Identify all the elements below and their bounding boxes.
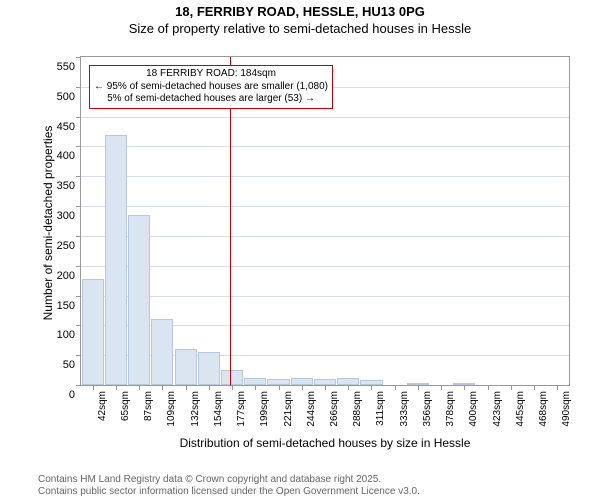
callout-line: 5% of semi-detached houses are larger (5… xyxy=(94,93,328,106)
histogram-chart: Number of semi-detached properties 05010… xyxy=(38,46,578,446)
x-tick-mark xyxy=(511,385,512,390)
x-axis-label: Distribution of semi-detached houses by … xyxy=(80,436,570,450)
x-tick-label: 423sqm xyxy=(492,391,503,427)
x-tick-label: 333sqm xyxy=(399,391,410,427)
bar xyxy=(244,378,266,385)
gridline xyxy=(81,296,569,297)
y-tick-label: 50 xyxy=(45,359,75,371)
gridline xyxy=(81,117,569,118)
y-tick-mark xyxy=(76,325,81,326)
x-tick-mark xyxy=(93,385,94,390)
x-tick-label: 400sqm xyxy=(468,391,479,427)
y-tick-label: 500 xyxy=(45,91,75,103)
y-tick-label: 200 xyxy=(45,270,75,282)
x-tick-label: 266sqm xyxy=(329,391,340,427)
x-tick-label: 87sqm xyxy=(143,391,154,421)
x-tick-label: 468sqm xyxy=(538,391,549,427)
y-tick-label: 150 xyxy=(45,300,75,312)
x-tick-mark xyxy=(279,385,280,390)
gridline xyxy=(81,146,569,147)
x-tick-mark xyxy=(371,385,372,390)
x-tick-mark xyxy=(116,385,117,390)
attribution-line2: Contains public sector information licen… xyxy=(38,486,420,498)
x-tick-label: 490sqm xyxy=(561,391,572,427)
gridline xyxy=(81,206,569,207)
y-tick-mark xyxy=(76,266,81,267)
y-tick-mark xyxy=(76,57,81,58)
x-tick-label: 244sqm xyxy=(306,391,317,427)
y-tick-mark xyxy=(76,236,81,237)
x-tick-mark xyxy=(186,385,187,390)
y-tick-mark xyxy=(76,206,81,207)
gridline xyxy=(81,176,569,177)
y-tick-mark xyxy=(76,385,81,386)
y-tick-label: 450 xyxy=(45,121,75,133)
y-tick-label: 100 xyxy=(45,329,75,341)
attribution-block: Contains HM Land Registry data © Crown c… xyxy=(38,474,420,498)
x-tick-mark xyxy=(232,385,233,390)
y-tick-label: 400 xyxy=(45,150,75,162)
callout-line: 18 FERRIBY ROAD: 184sqm xyxy=(94,68,328,81)
bar xyxy=(128,215,150,385)
x-tick-label: 221sqm xyxy=(283,391,294,427)
callout-line: ← 95% of semi-detached houses are smalle… xyxy=(94,81,328,94)
y-tick-mark xyxy=(76,296,81,297)
x-tick-label: 154sqm xyxy=(213,391,224,427)
x-tick-label: 288sqm xyxy=(352,391,363,427)
y-tick-label: 350 xyxy=(45,180,75,192)
plot-area: 05010015020025030035040045050055042sqm65… xyxy=(80,56,570,386)
x-tick-label: 356sqm xyxy=(422,391,433,427)
x-tick-label: 177sqm xyxy=(236,391,247,427)
x-tick-mark xyxy=(325,385,326,390)
x-tick-mark xyxy=(441,385,442,390)
y-tick-mark xyxy=(76,355,81,356)
x-tick-label: 109sqm xyxy=(166,391,177,427)
page-title-line1: 18, FERRIBY ROAD, HESSLE, HU13 0PG xyxy=(0,4,600,19)
x-tick-label: 311sqm xyxy=(375,391,386,426)
y-tick-mark xyxy=(76,146,81,147)
bar xyxy=(337,378,359,385)
bar xyxy=(82,279,104,385)
bar xyxy=(151,319,173,385)
x-tick-mark xyxy=(255,385,256,390)
x-tick-label: 199sqm xyxy=(259,391,270,427)
x-tick-mark xyxy=(418,385,419,390)
bar xyxy=(291,378,313,385)
x-tick-mark xyxy=(139,385,140,390)
x-tick-mark xyxy=(209,385,210,390)
y-tick-label: 300 xyxy=(45,210,75,222)
x-tick-mark xyxy=(162,385,163,390)
bar xyxy=(175,349,197,385)
x-tick-label: 65sqm xyxy=(120,391,131,421)
bar xyxy=(105,135,127,385)
x-tick-mark xyxy=(464,385,465,390)
bar xyxy=(198,352,220,385)
callout-box: 18 FERRIBY ROAD: 184sqm← 95% of semi-det… xyxy=(89,65,333,109)
x-tick-mark xyxy=(488,385,489,390)
y-tick-label: 550 xyxy=(45,61,75,73)
y-tick-mark xyxy=(76,117,81,118)
x-tick-mark xyxy=(348,385,349,390)
y-tick-label: 0 xyxy=(45,389,75,401)
page-title-line2: Size of property relative to semi-detach… xyxy=(0,21,600,36)
x-tick-label: 42sqm xyxy=(97,391,108,421)
x-tick-label: 445sqm xyxy=(515,391,526,427)
gridline xyxy=(81,236,569,237)
x-tick-mark xyxy=(557,385,558,390)
x-tick-mark xyxy=(302,385,303,390)
y-tick-mark xyxy=(76,87,81,88)
y-tick-label: 250 xyxy=(45,240,75,252)
x-tick-label: 132sqm xyxy=(190,391,201,427)
attribution-line1: Contains HM Land Registry data © Crown c… xyxy=(38,474,420,486)
x-tick-label: 378sqm xyxy=(445,391,456,427)
x-tick-mark xyxy=(534,385,535,390)
x-tick-mark xyxy=(395,385,396,390)
gridline xyxy=(81,266,569,267)
y-tick-mark xyxy=(76,176,81,177)
bar xyxy=(221,370,243,385)
